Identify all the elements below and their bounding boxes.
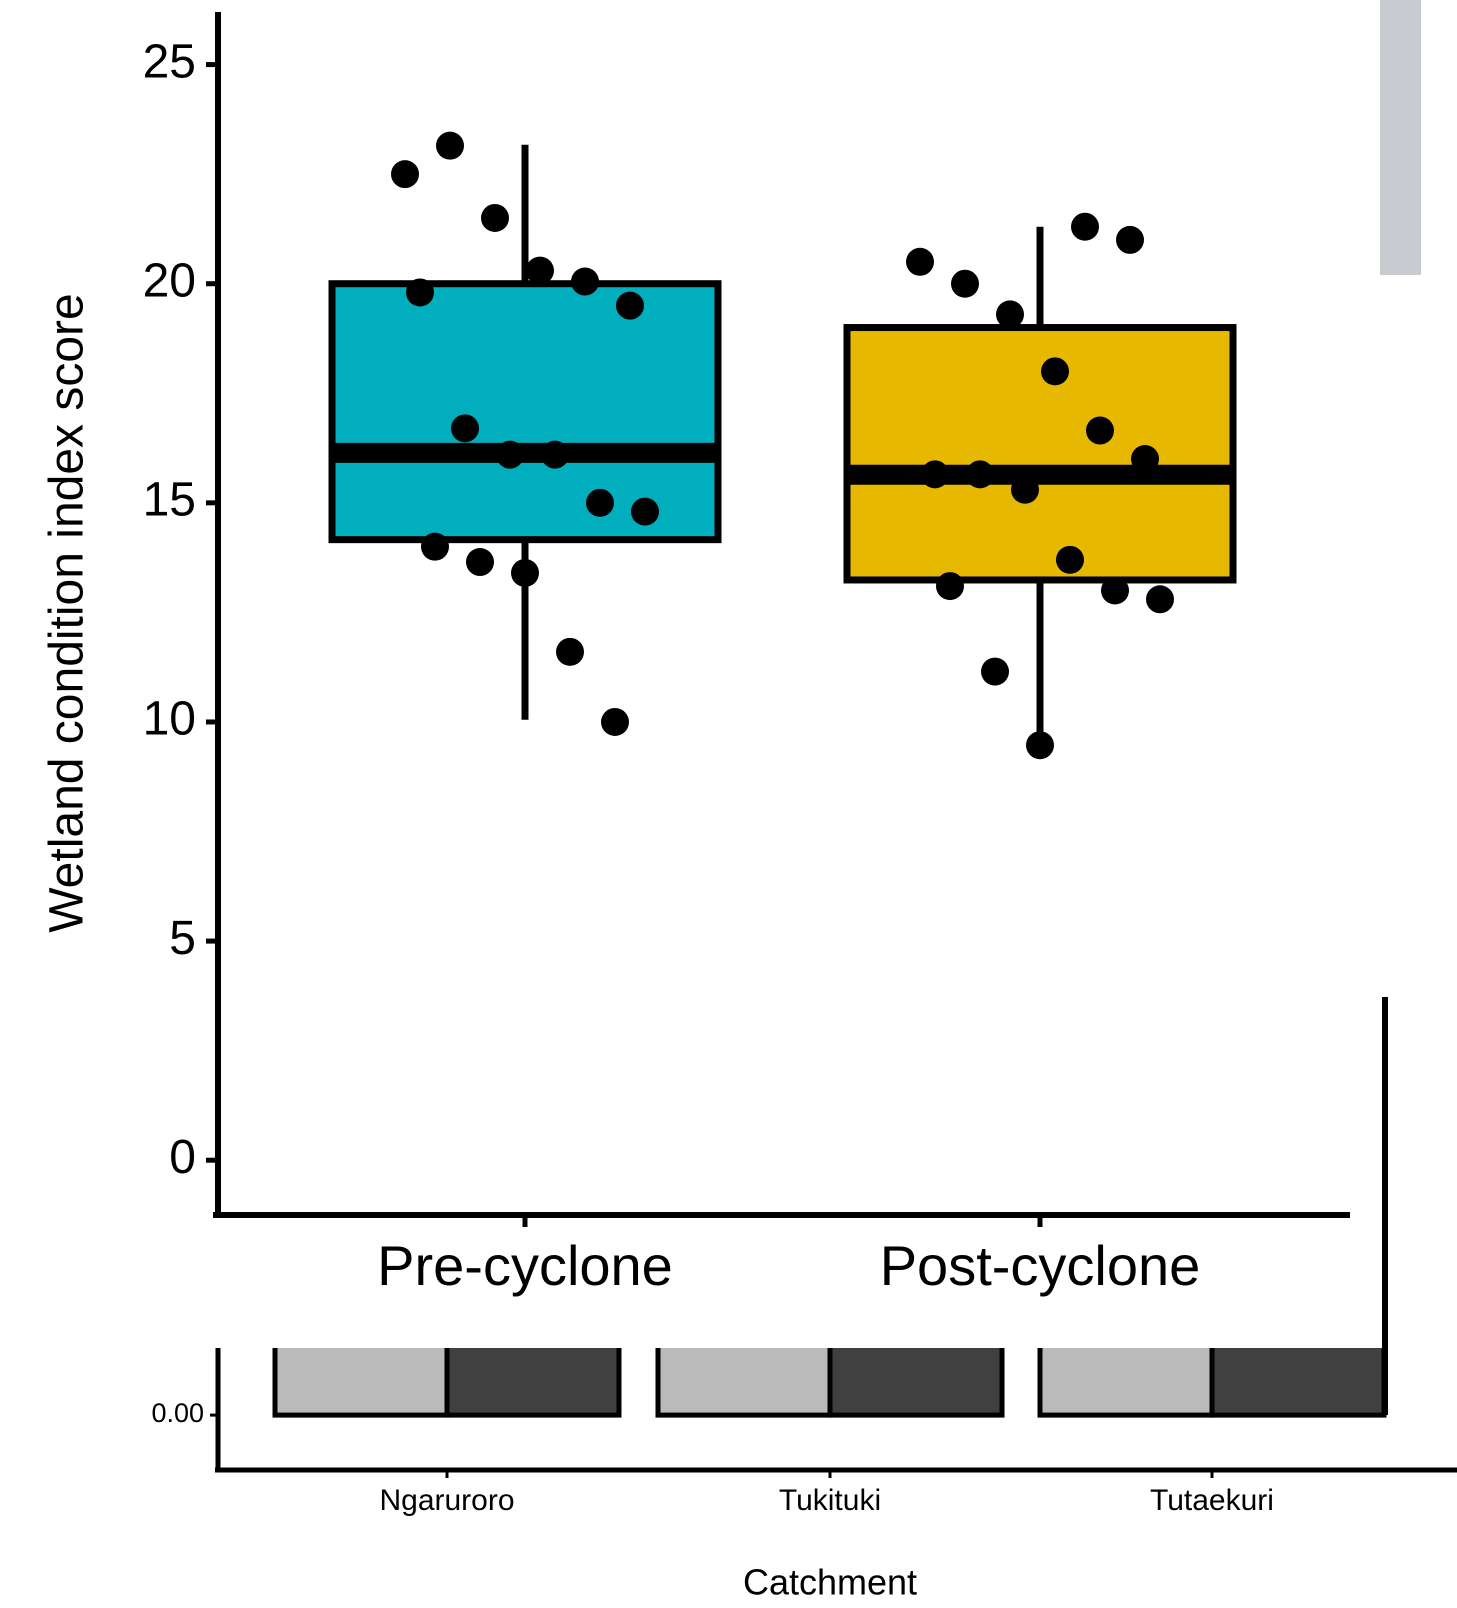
data-point [511,558,539,587]
data-point [631,497,659,526]
data-point [526,256,554,285]
x-tick-label: Tutaekuri [1150,1484,1274,1517]
data-point [571,267,599,296]
data-point [406,278,434,307]
x-axis-title: Catchment [743,1562,917,1603]
y-tick-label: 25 [143,35,196,88]
data-point [481,203,509,232]
data-point [1086,416,1114,445]
box [328,280,722,544]
bar [1037,1348,1215,1418]
x-tick-label: Ngaruroro [379,1484,514,1517]
data-point [1011,475,1039,504]
data-point [1026,731,1054,760]
data-point [1071,212,1099,241]
data-point [951,269,979,298]
data-point [1056,545,1084,574]
data-point [556,637,584,666]
data-point [496,440,524,469]
bars [272,1348,1387,1418]
data-point [391,160,419,189]
bar [272,1348,450,1418]
data-point [1131,445,1159,474]
y-tick-label: 15 [143,474,196,527]
box-panel: 0 5 10 15 20 25 Wetland condition index score P… [41,12,1350,1297]
data-point [436,131,464,160]
data-point [1146,585,1174,614]
data-point [906,247,934,276]
y-tick-label: 10 [143,693,196,746]
data-point [966,460,994,489]
y-tick-label: 0 [169,1131,196,1184]
y-axis-title: Wetland condition index score [41,293,94,933]
y-tick-label: 5 [169,912,196,965]
x-tick-label: Post-cyclone [880,1234,1201,1297]
data-point [586,488,614,517]
data-point [451,414,479,443]
data-point [1041,357,1069,386]
data-point [466,548,494,577]
bar [1209,1348,1387,1418]
bar [827,1348,1005,1418]
x-tick-label: Pre-cyclone [377,1234,673,1297]
data-point [601,707,629,736]
data-point [1101,576,1129,605]
data-point [981,657,1009,686]
y-tick-label: 20 [143,254,196,307]
data-point [921,460,949,489]
data-point [616,291,644,320]
bar [444,1348,622,1418]
data-point [1116,225,1144,254]
x-tick-label: Tukituki [779,1484,881,1517]
data-point [936,572,964,601]
y-tick-label: 0.00 [151,1398,204,1428]
data-point [541,440,569,469]
data-point [996,300,1024,329]
data-point [421,532,449,561]
bar [655,1348,833,1418]
box [843,324,1237,584]
photo-fragment [1380,0,1421,275]
bar-panel: 0.00 Ngaruroro Tukituki Tutaekuri Catchment [151,1348,1457,1603]
